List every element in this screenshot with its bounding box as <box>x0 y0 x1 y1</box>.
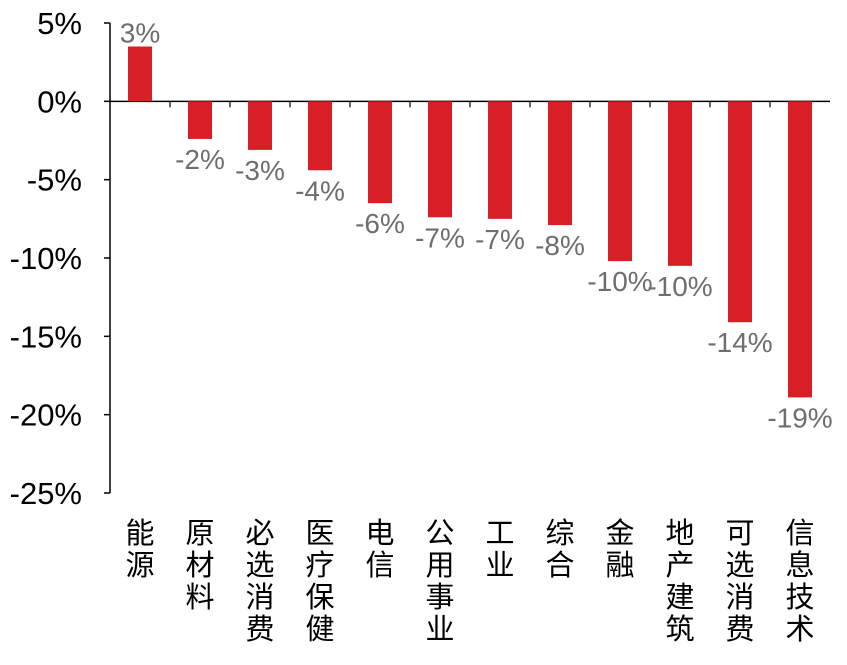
bars <box>128 46 812 398</box>
data-label: -8% <box>535 230 585 261</box>
data-labels: 3%-2% -3%-4%-6% -7% -7% -8%-10%-10%-14%-19% <box>120 18 833 434</box>
bar <box>788 101 812 398</box>
x-category-label: 必选消费 <box>245 516 274 646</box>
bar <box>248 101 272 150</box>
bar <box>548 101 572 226</box>
bar <box>188 101 212 139</box>
data-label: -6% <box>355 208 405 239</box>
x-category-label: 信息技术 <box>785 516 814 646</box>
data-label: -7% <box>475 224 525 255</box>
bar <box>488 101 512 219</box>
data-label: -4% <box>295 175 345 206</box>
y-tick-labels: 5% 0% -5% -10% -15% -20% -25% <box>10 6 82 511</box>
x-category-label: 综合 <box>545 516 574 582</box>
bar <box>608 101 632 262</box>
x-category-label: 原材料 <box>185 516 214 614</box>
x-category-label: 金融 <box>605 516 634 582</box>
y-tick-label: -15% <box>10 319 82 354</box>
x-category-label: 可选消费 <box>725 516 754 646</box>
data-label: -3% <box>235 155 285 186</box>
bar <box>308 101 332 171</box>
axes <box>104 22 830 494</box>
data-label: -10% <box>647 271 712 302</box>
bar <box>128 46 152 102</box>
data-label: 3% <box>120 18 160 49</box>
data-label: -7% <box>415 222 465 253</box>
bar <box>368 101 392 204</box>
bar <box>668 101 692 266</box>
x-category-label: 工业 <box>485 516 514 582</box>
data-label: -10% <box>587 266 652 297</box>
x-category-label: 医疗保健 <box>305 516 334 646</box>
y-tick-label: -25% <box>10 476 82 511</box>
x-category-label: 公用事业 <box>425 516 454 646</box>
data-label: -2% <box>175 144 225 175</box>
bar <box>728 101 752 323</box>
bar <box>428 101 452 218</box>
data-label: -19% <box>767 402 832 433</box>
y-tick-label: 0% <box>37 84 82 119</box>
data-label: -14% <box>707 327 772 358</box>
y-tick-label: -5% <box>27 163 82 198</box>
y-tick-label: -20% <box>10 398 82 433</box>
x-category-label: 电信 <box>365 516 394 582</box>
x-category-label: 地产建筑 <box>665 516 694 646</box>
y-tick-label: 5% <box>37 6 82 41</box>
y-tick-label: -10% <box>10 241 82 276</box>
x-category-label: 能源 <box>125 516 154 582</box>
